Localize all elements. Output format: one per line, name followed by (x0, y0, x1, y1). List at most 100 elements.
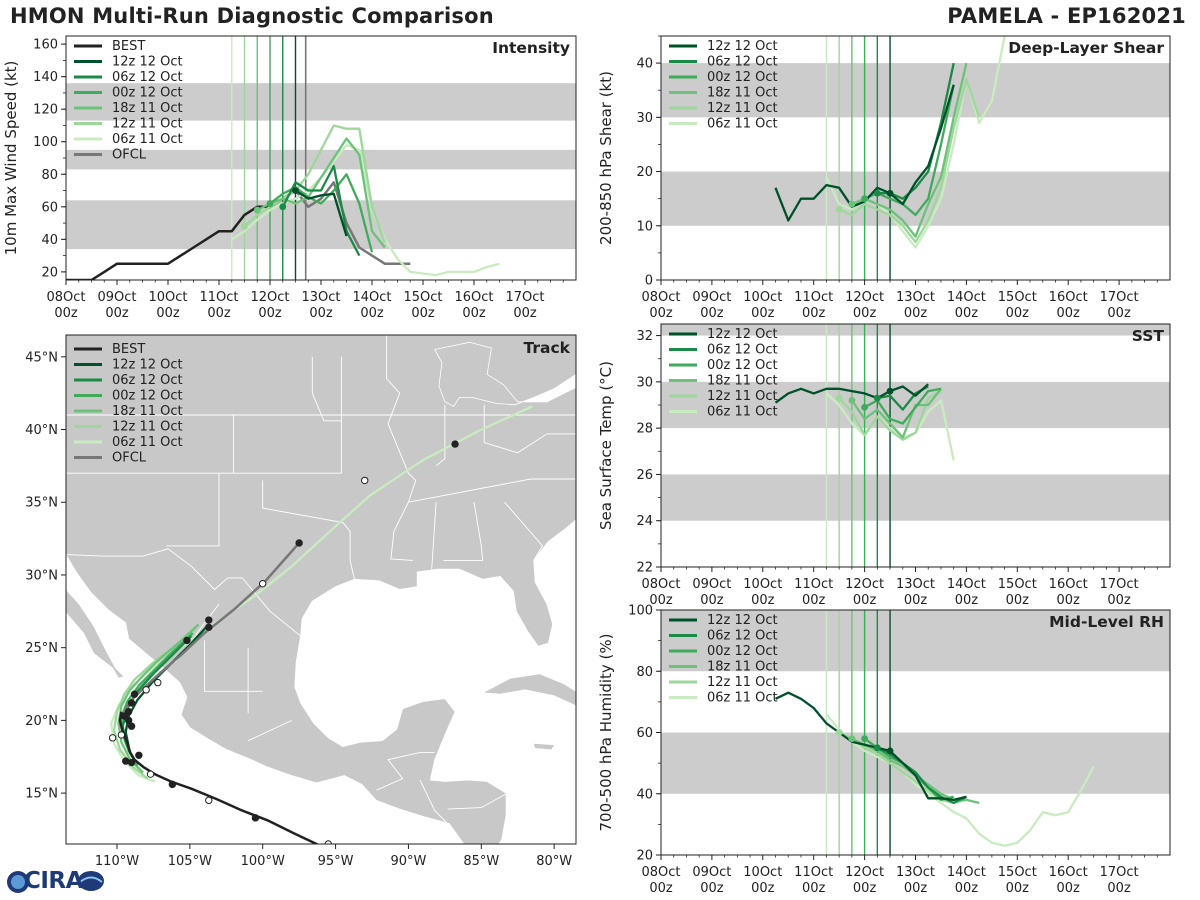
track-position-marker (124, 707, 133, 716)
track-position-marker (127, 722, 136, 730)
border-line (443, 502, 484, 561)
rh-ytick-label: 60 (636, 726, 653, 741)
track-xtick-label: 90°W (390, 854, 426, 869)
sst-legend-label: 00z 12 Oct (707, 358, 778, 373)
track-position-marker (251, 814, 260, 822)
intensity-xtick-date: 11Oct (199, 290, 238, 305)
track-legend-label: BEST (112, 342, 145, 357)
shear-xtick-hour: 00z (700, 306, 724, 321)
shear-ytick-label: 0 (645, 274, 653, 289)
intensity-legend-label: 06z 12 Oct (112, 70, 183, 85)
track-frame (65, 334, 577, 845)
track-legend-label: 12z 11 Oct (112, 420, 183, 435)
track-ytick-label: 35°N (25, 496, 58, 511)
shear-xtick-date: 13Oct (896, 290, 935, 305)
intensity-series-line (243, 124, 386, 243)
sst-legend-label: 12z 11 Oct (707, 389, 778, 404)
sst-xtick-hour: 00z (904, 593, 928, 608)
shear-band (661, 171, 1170, 226)
sst-xtick-hour: 00z (1107, 593, 1131, 608)
track-position-marker (154, 678, 162, 687)
intensity-xtick-date: 15Oct (403, 290, 442, 305)
track-position-marker (259, 579, 267, 588)
shear-legend-label: 06z 11 Oct (707, 117, 778, 132)
sst-init-marker (848, 396, 856, 404)
shear-init-marker (886, 189, 894, 197)
border-line (447, 792, 508, 810)
shear-band (661, 63, 1170, 118)
sst-xtick-date: 14Oct (947, 577, 986, 592)
intensity-xtick-date: 13Oct (301, 290, 340, 305)
track-position-marker (295, 539, 303, 547)
intensity-xtick-hour: 00z (207, 306, 231, 321)
rh-legend-label: 12z 11 Oct (707, 675, 778, 690)
rh-init-marker (861, 735, 868, 743)
track-ytick-label: 25°N (25, 641, 58, 656)
intensity-xtick-date: 12Oct (250, 290, 289, 305)
track-position-marker (120, 712, 128, 720)
sst-series-line (774, 383, 929, 404)
intensity-init-marker (279, 203, 287, 211)
shear-xtick-date: 16Oct (1049, 290, 1088, 305)
intensity-ytick-label: 40 (41, 233, 58, 248)
sst-legend-label: 18z 11 Oct (707, 374, 778, 389)
rh-legend-label: 06z 12 Oct (707, 629, 778, 644)
shear-xtick-hour: 00z (649, 306, 673, 321)
intensity-xtick-hour: 00z (360, 306, 384, 321)
sst-series-line (825, 392, 955, 461)
shear-ytick-label: 10 (636, 219, 653, 234)
track-position-marker (205, 616, 213, 624)
intensity-init-marker (241, 222, 248, 230)
shear-xtick-hour: 00z (1006, 306, 1030, 321)
rh-title: Mid-Level RH (1049, 613, 1164, 631)
intensity-legend-label: OFCL (112, 148, 147, 163)
border-line (419, 779, 447, 823)
sst-xtick-hour: 00z (649, 593, 673, 608)
cuba-island (481, 673, 576, 707)
track-position-marker (135, 751, 143, 759)
sst-xtick-date: 12Oct (845, 577, 884, 592)
border-line (435, 404, 446, 467)
sst-xtick-date: 10Oct (743, 577, 782, 592)
shear-legend-label: 00z 12 Oct (707, 70, 778, 85)
track-legend-label: 12z 12 Oct (112, 358, 183, 373)
intensity-title: Intensity (492, 39, 570, 57)
sst-ytick-label: 30 (636, 375, 653, 390)
sst-series-line (850, 388, 942, 439)
intensity-ytick-label: 100 (33, 135, 58, 150)
sst-plot-area (661, 324, 1170, 567)
track-ytick-label: 20°N (25, 714, 58, 729)
rh-series-line (825, 713, 1095, 847)
intensity-init-marker (266, 200, 274, 207)
cira-logo-text: CIRA (24, 868, 83, 894)
sst-ytick-label: 22 (636, 561, 653, 576)
track-position-marker (183, 636, 191, 645)
intensity-ytick-label: 80 (41, 168, 58, 183)
sst-ytick-label: 24 (636, 514, 653, 529)
shear-xtick-date: 08Oct (641, 290, 680, 305)
sst-init-marker (873, 394, 881, 402)
track-line (121, 542, 301, 717)
rh-init-marker (835, 729, 843, 736)
intensity-xtick-hour: 00z (156, 306, 180, 321)
track-ytick-label: 40°N (25, 423, 58, 438)
sst-xtick-date: 11Oct (794, 577, 833, 592)
rh-band (661, 610, 1170, 672)
shear-series-line (851, 62, 968, 238)
intensity-ytick-label: 160 (33, 38, 58, 53)
rh-series-line (775, 691, 967, 802)
rh-xtick-hour: 00z (1057, 881, 1081, 896)
sst-ytick-label: 32 (636, 329, 653, 344)
sst-xtick-date: 09Oct (692, 577, 731, 592)
intensity-legend-label: 12z 12 Oct (112, 55, 183, 70)
track-position-marker (122, 757, 130, 765)
sst-panel: 22242628303208Oct00z09Oct00z10Oct00z11Oc… (597, 323, 1171, 608)
shear-xtick-date: 10Oct (743, 290, 782, 305)
track-xtick-label: 95°W (318, 854, 354, 869)
shear-xtick-hour: 00z (1057, 306, 1081, 321)
rh-init-marker (886, 747, 894, 755)
